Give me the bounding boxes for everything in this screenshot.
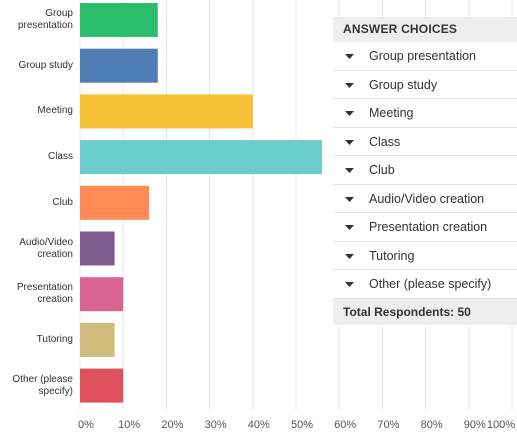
bar: [80, 140, 322, 175]
table-row: Other (please specify): [333, 270, 517, 299]
x-tick-label: 80%: [421, 419, 443, 431]
x-tick-label: 70%: [377, 419, 399, 431]
category-label: Other (please specify): [12, 373, 73, 397]
category-label: Tutoring: [36, 333, 73, 345]
row-label: Group presentation: [369, 49, 477, 63]
bar: [80, 48, 158, 83]
x-tick-label: 100%: [487, 419, 515, 431]
category-label: Meeting: [37, 105, 73, 117]
x-tick-label: 20%: [161, 419, 183, 431]
row-label: Audio/Video creation: [369, 191, 485, 206]
caret: [345, 139, 354, 145]
x-tick-label: 50%: [291, 419, 313, 431]
caret-icon: [345, 111, 354, 116]
table-header: ANSWER CHOICES: [333, 17, 517, 42]
caret-icon: [345, 282, 354, 287]
x-tick-label: 40%: [248, 419, 270, 431]
row-label: Group study: [369, 77, 438, 92]
table-row: Group study: [333, 70, 517, 99]
table-row: Tutoring: [333, 241, 517, 270]
bar: [80, 94, 253, 129]
caret-icon: [345, 196, 354, 202]
category-label: Group presentation: [17, 8, 73, 31]
x-tick-label: 0%: [78, 419, 94, 431]
table-row: Class: [333, 127, 517, 156]
caret-icon: [345, 82, 354, 88]
category-label: Presentation creation: [16, 282, 73, 306]
table-row: Club: [333, 156, 517, 185]
x-tick-label: 10%: [118, 419, 140, 431]
row-label: Meeting: [369, 106, 414, 120]
category-label: Group study: [18, 59, 73, 71]
table-total: Total Respondents: 50: [333, 298, 517, 325]
caret: [345, 82, 354, 88]
bar: [80, 185, 150, 220]
caret: [345, 54, 354, 59]
table-rows: Group presentation Group study Meeting Clas…: [333, 42, 517, 299]
bar: [80, 3, 158, 37]
answer-table: ANSWER CHOICES Group presentation Group s…: [333, 17, 517, 325]
caret-icon: [345, 168, 354, 173]
x-tick-label: 30%: [205, 419, 227, 431]
caret: [345, 253, 354, 259]
table-row: Group presentation: [333, 42, 517, 71]
category-label: Club: [52, 196, 73, 208]
caret: [345, 196, 354, 202]
caret-icon: [345, 253, 354, 259]
category-label: Class: [47, 151, 73, 163]
bar: [80, 322, 115, 357]
bar: [80, 231, 115, 266]
caret-icon: [345, 225, 354, 230]
x-tick-label: 90%: [464, 419, 486, 431]
bar: [80, 277, 124, 312]
category-label: Audio/Video creation: [19, 236, 73, 260]
caret: [345, 111, 354, 116]
row-label: Tutoring: [369, 248, 415, 263]
row-label: Presentation creation: [369, 220, 488, 234]
caret-icon: [345, 54, 354, 59]
caret: [345, 168, 354, 173]
table-row: Presentation creation: [333, 213, 517, 242]
row-label: Club: [369, 163, 395, 177]
table-row: Audio/Video creation: [333, 184, 517, 213]
row-label: Other (please specify): [369, 277, 492, 291]
table-row: Meeting: [333, 99, 517, 128]
bar: [80, 368, 124, 403]
caret: [345, 282, 354, 287]
row-label: Class: [369, 134, 401, 149]
caret-icon: [345, 139, 354, 145]
caret: [345, 225, 354, 230]
x-tick-label: 60%: [334, 419, 356, 431]
